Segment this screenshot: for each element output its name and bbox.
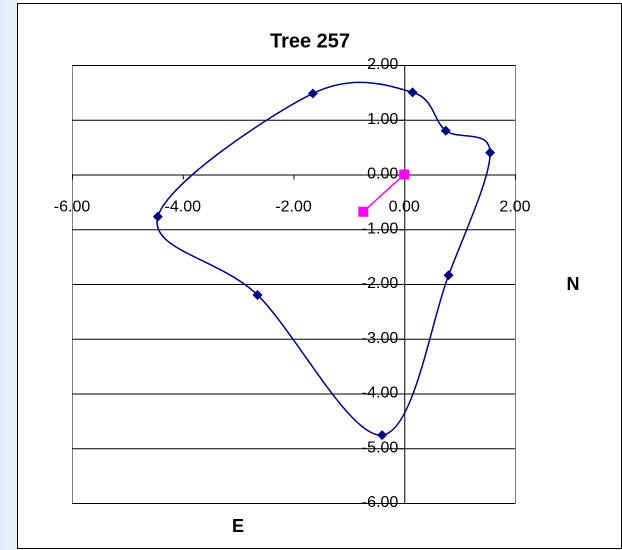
point xyxy=(252,289,263,300)
chart-title: Tree 257 xyxy=(270,30,350,52)
y-tick-label: -4.00 xyxy=(362,385,399,402)
x-tick-label: -6.00 xyxy=(54,199,91,216)
point xyxy=(377,430,388,441)
x-tick-label: 2.00 xyxy=(499,199,530,216)
point xyxy=(407,87,418,98)
y-tick-label: -6.00 xyxy=(362,494,399,511)
point xyxy=(399,169,410,180)
y-tick-label: 2.00 xyxy=(367,56,398,73)
point xyxy=(440,125,451,136)
point xyxy=(307,88,318,99)
y-tick-label: 0.00 xyxy=(367,166,398,183)
y-tick-label: -3.00 xyxy=(362,330,399,347)
point xyxy=(358,206,369,217)
y-tick-label: -5.00 xyxy=(362,439,399,456)
y-tick-label: 1.00 xyxy=(367,111,398,128)
y-axis-label: N xyxy=(567,274,580,294)
y-tick-label: -2.00 xyxy=(362,275,399,292)
x-axis-label: E xyxy=(232,516,244,536)
y-tick-label: -1.00 xyxy=(362,220,399,237)
point xyxy=(443,270,454,281)
point xyxy=(152,211,163,222)
x-tick-label: -4.00 xyxy=(165,199,202,216)
series-line xyxy=(156,81,491,436)
series-line xyxy=(362,173,405,213)
point xyxy=(485,147,496,158)
x-tick-label: -2.00 xyxy=(275,199,312,216)
